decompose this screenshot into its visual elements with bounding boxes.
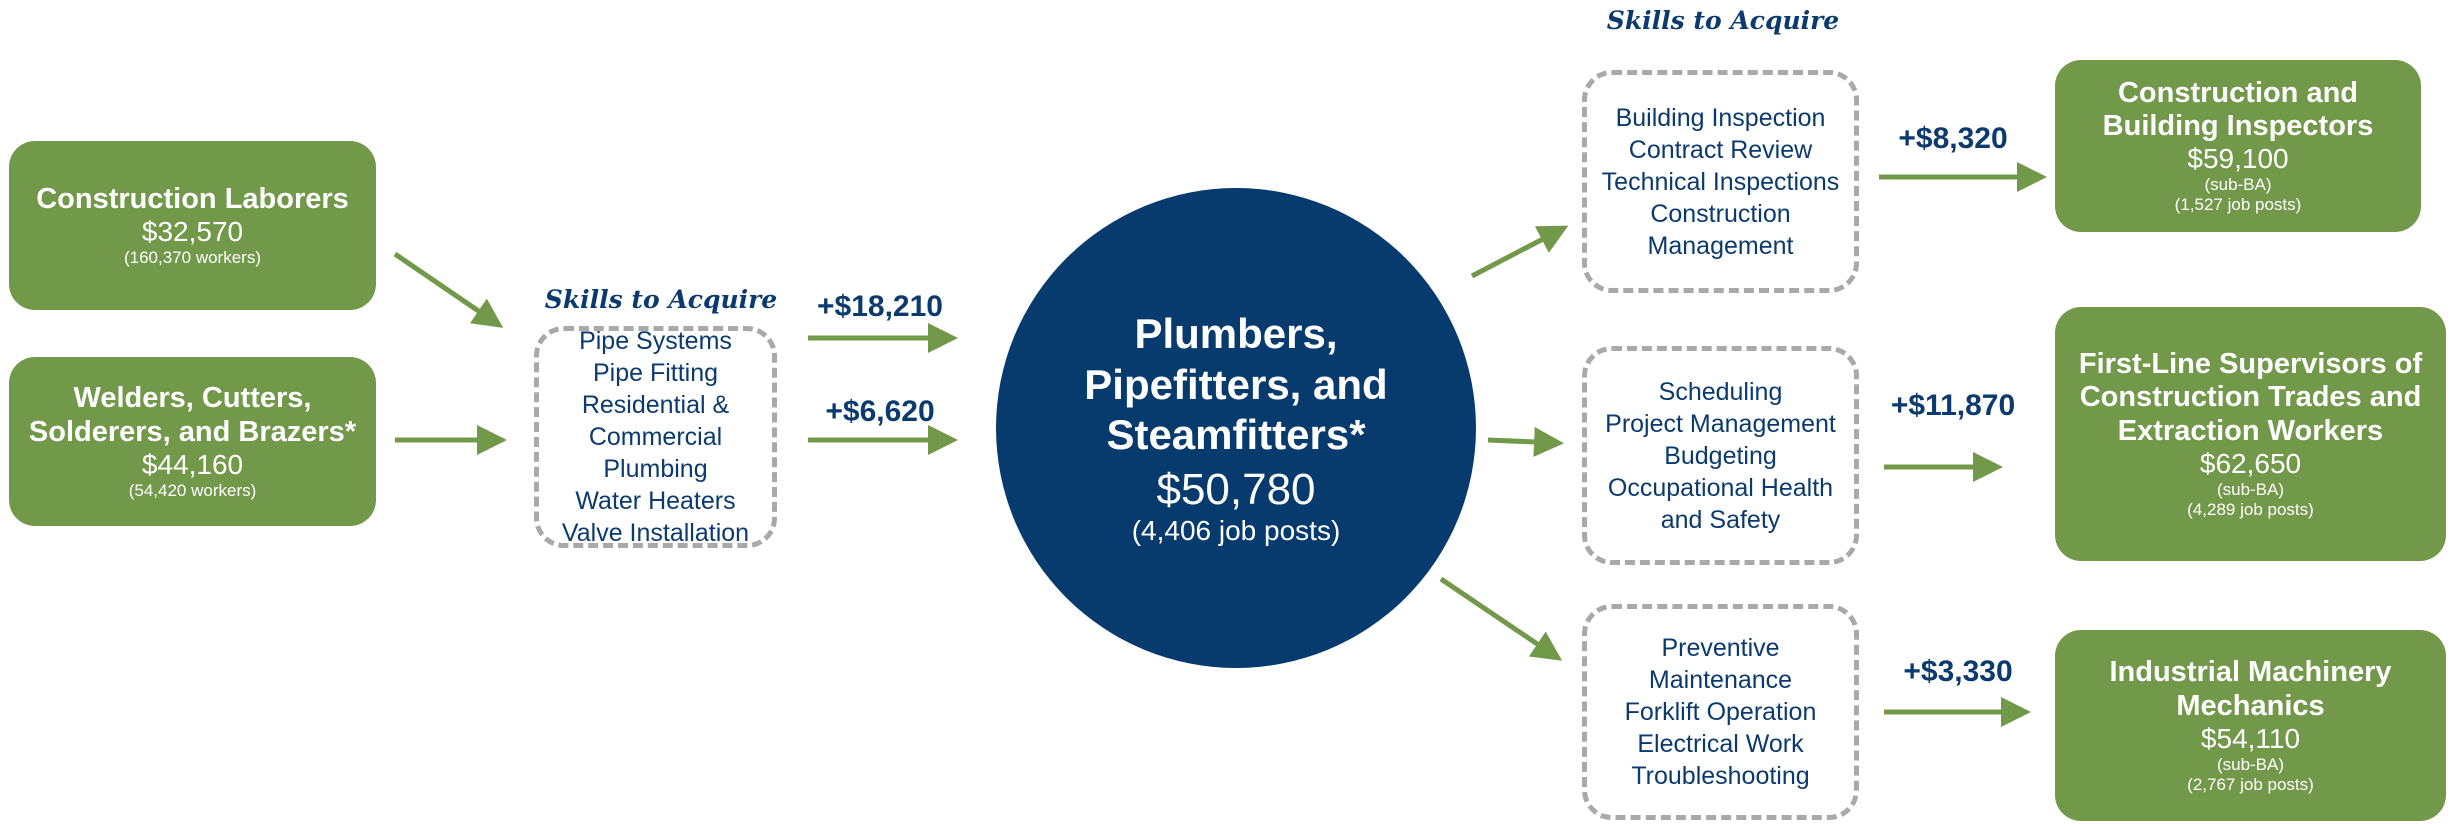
center-node: Plumbers, Pipefitters, and Steamfitters* $5… <box>996 188 1476 668</box>
skill: Building Inspection <box>1615 103 1826 132</box>
gain: +$18,210 <box>817 290 943 323</box>
job-title: First-Line Supervisors of <box>2078 347 2423 380</box>
skill: Management <box>1647 231 1794 260</box>
skill: Pipe Systems <box>579 327 732 355</box>
center-salary: $50,780 <box>1156 464 1316 514</box>
education-level: (sub-BA) <box>2204 175 2272 195</box>
job-title: Construction Trades and <box>2079 381 2422 414</box>
count: (1,527 job posts) <box>2174 195 2302 215</box>
skills-box: Scheduling Project Management Budgeting Occ… <box>1582 346 1859 565</box>
count: (4,289 job posts) <box>2187 500 2314 520</box>
skill: Technical Inspections <box>1601 167 1840 196</box>
center-title: Plumbers, <box>1134 310 1338 358</box>
job-node: Industrial Machinery Mechanics $54,110 (sub… <box>2055 630 2446 821</box>
gain: +$6,620 <box>825 395 935 428</box>
job-title: Mechanics <box>2176 689 2325 722</box>
skill: Residential & <box>581 391 730 419</box>
skill: Preventive <box>1661 634 1780 662</box>
skill: Maintenance <box>1648 666 1793 694</box>
center-circle <box>996 188 1476 668</box>
job-node: Construction Laborers $32,570 (160,370 wor… <box>9 141 376 310</box>
skill: Budgeting <box>1664 441 1777 470</box>
center-count: (4,406 job posts) <box>1131 514 1341 546</box>
job-title: Industrial Machinery <box>2109 656 2392 689</box>
skills-box: Building Inspection Contract Review Techni… <box>1582 70 1859 293</box>
salary: $44,160 <box>141 448 244 480</box>
skill: Scheduling <box>1658 377 1783 406</box>
job-title: Construction Laborers <box>36 182 349 215</box>
skill: Valve Installation <box>561 519 750 547</box>
skills-heading: Skills to Acquire <box>1606 6 1840 35</box>
skill: Troubleshooting <box>1631 762 1810 790</box>
skills-heading: Skills to Acquire <box>544 285 778 314</box>
skill: Pipe Fitting <box>592 359 719 387</box>
job-title: Building Inspectors <box>2102 110 2374 142</box>
skill: Project Management <box>1605 409 1836 438</box>
skill: Water Heaters <box>575 487 736 515</box>
center-title: Steamfitters* <box>1106 411 1366 459</box>
skill: Contract Review <box>1628 135 1813 164</box>
skill: Commercial Plumbing <box>588 423 723 483</box>
job-node: Construction and Building Inspectors $59,1… <box>2055 60 2421 232</box>
education-level: (sub-BA) <box>2216 754 2285 774</box>
center-title: Pipefitters, and <box>1084 360 1388 408</box>
skill: Occupational Health <box>1607 473 1834 502</box>
count: (54,420 workers) <box>128 480 257 500</box>
count: (2,767 job posts) <box>2187 774 2314 794</box>
gain: +$8,320 <box>1898 122 2008 155</box>
job-title: Solderers, and Brazers* <box>28 415 357 448</box>
gain: +$11,870 <box>1890 389 2016 422</box>
count: (160,370 workers) <box>123 248 261 268</box>
skills-box: Preventive Maintenance Forklift Operation E… <box>1582 604 1859 820</box>
skill: Construction <box>1650 199 1791 228</box>
skill: Electrical Work <box>1637 730 1804 758</box>
job-title: Construction and <box>2117 76 2359 109</box>
job-title: Extraction Workers <box>2117 414 2384 447</box>
arrow-group <box>393 162 2047 727</box>
skill: and Safety <box>1660 505 1781 534</box>
salary: $62,650 <box>2199 448 2302 480</box>
salary: $54,110 <box>2200 722 2301 754</box>
job-title: Welders, Cutters, <box>73 382 312 415</box>
education-level: (sub-BA) <box>2216 480 2285 500</box>
gain: +$3,330 <box>1903 655 2013 688</box>
job-node: First-Line Supervisors of Construction Tr… <box>2055 307 2446 561</box>
job-node: Welders, Cutters, Solderers, and Brazers*… <box>9 357 376 526</box>
salary: $59,100 <box>2187 143 2289 175</box>
skills-box: Pipe Systems Pipe Fitting Residential & Com… <box>534 326 777 548</box>
skill: Forklift Operation <box>1624 698 1817 726</box>
salary: $32,570 <box>141 216 244 248</box>
